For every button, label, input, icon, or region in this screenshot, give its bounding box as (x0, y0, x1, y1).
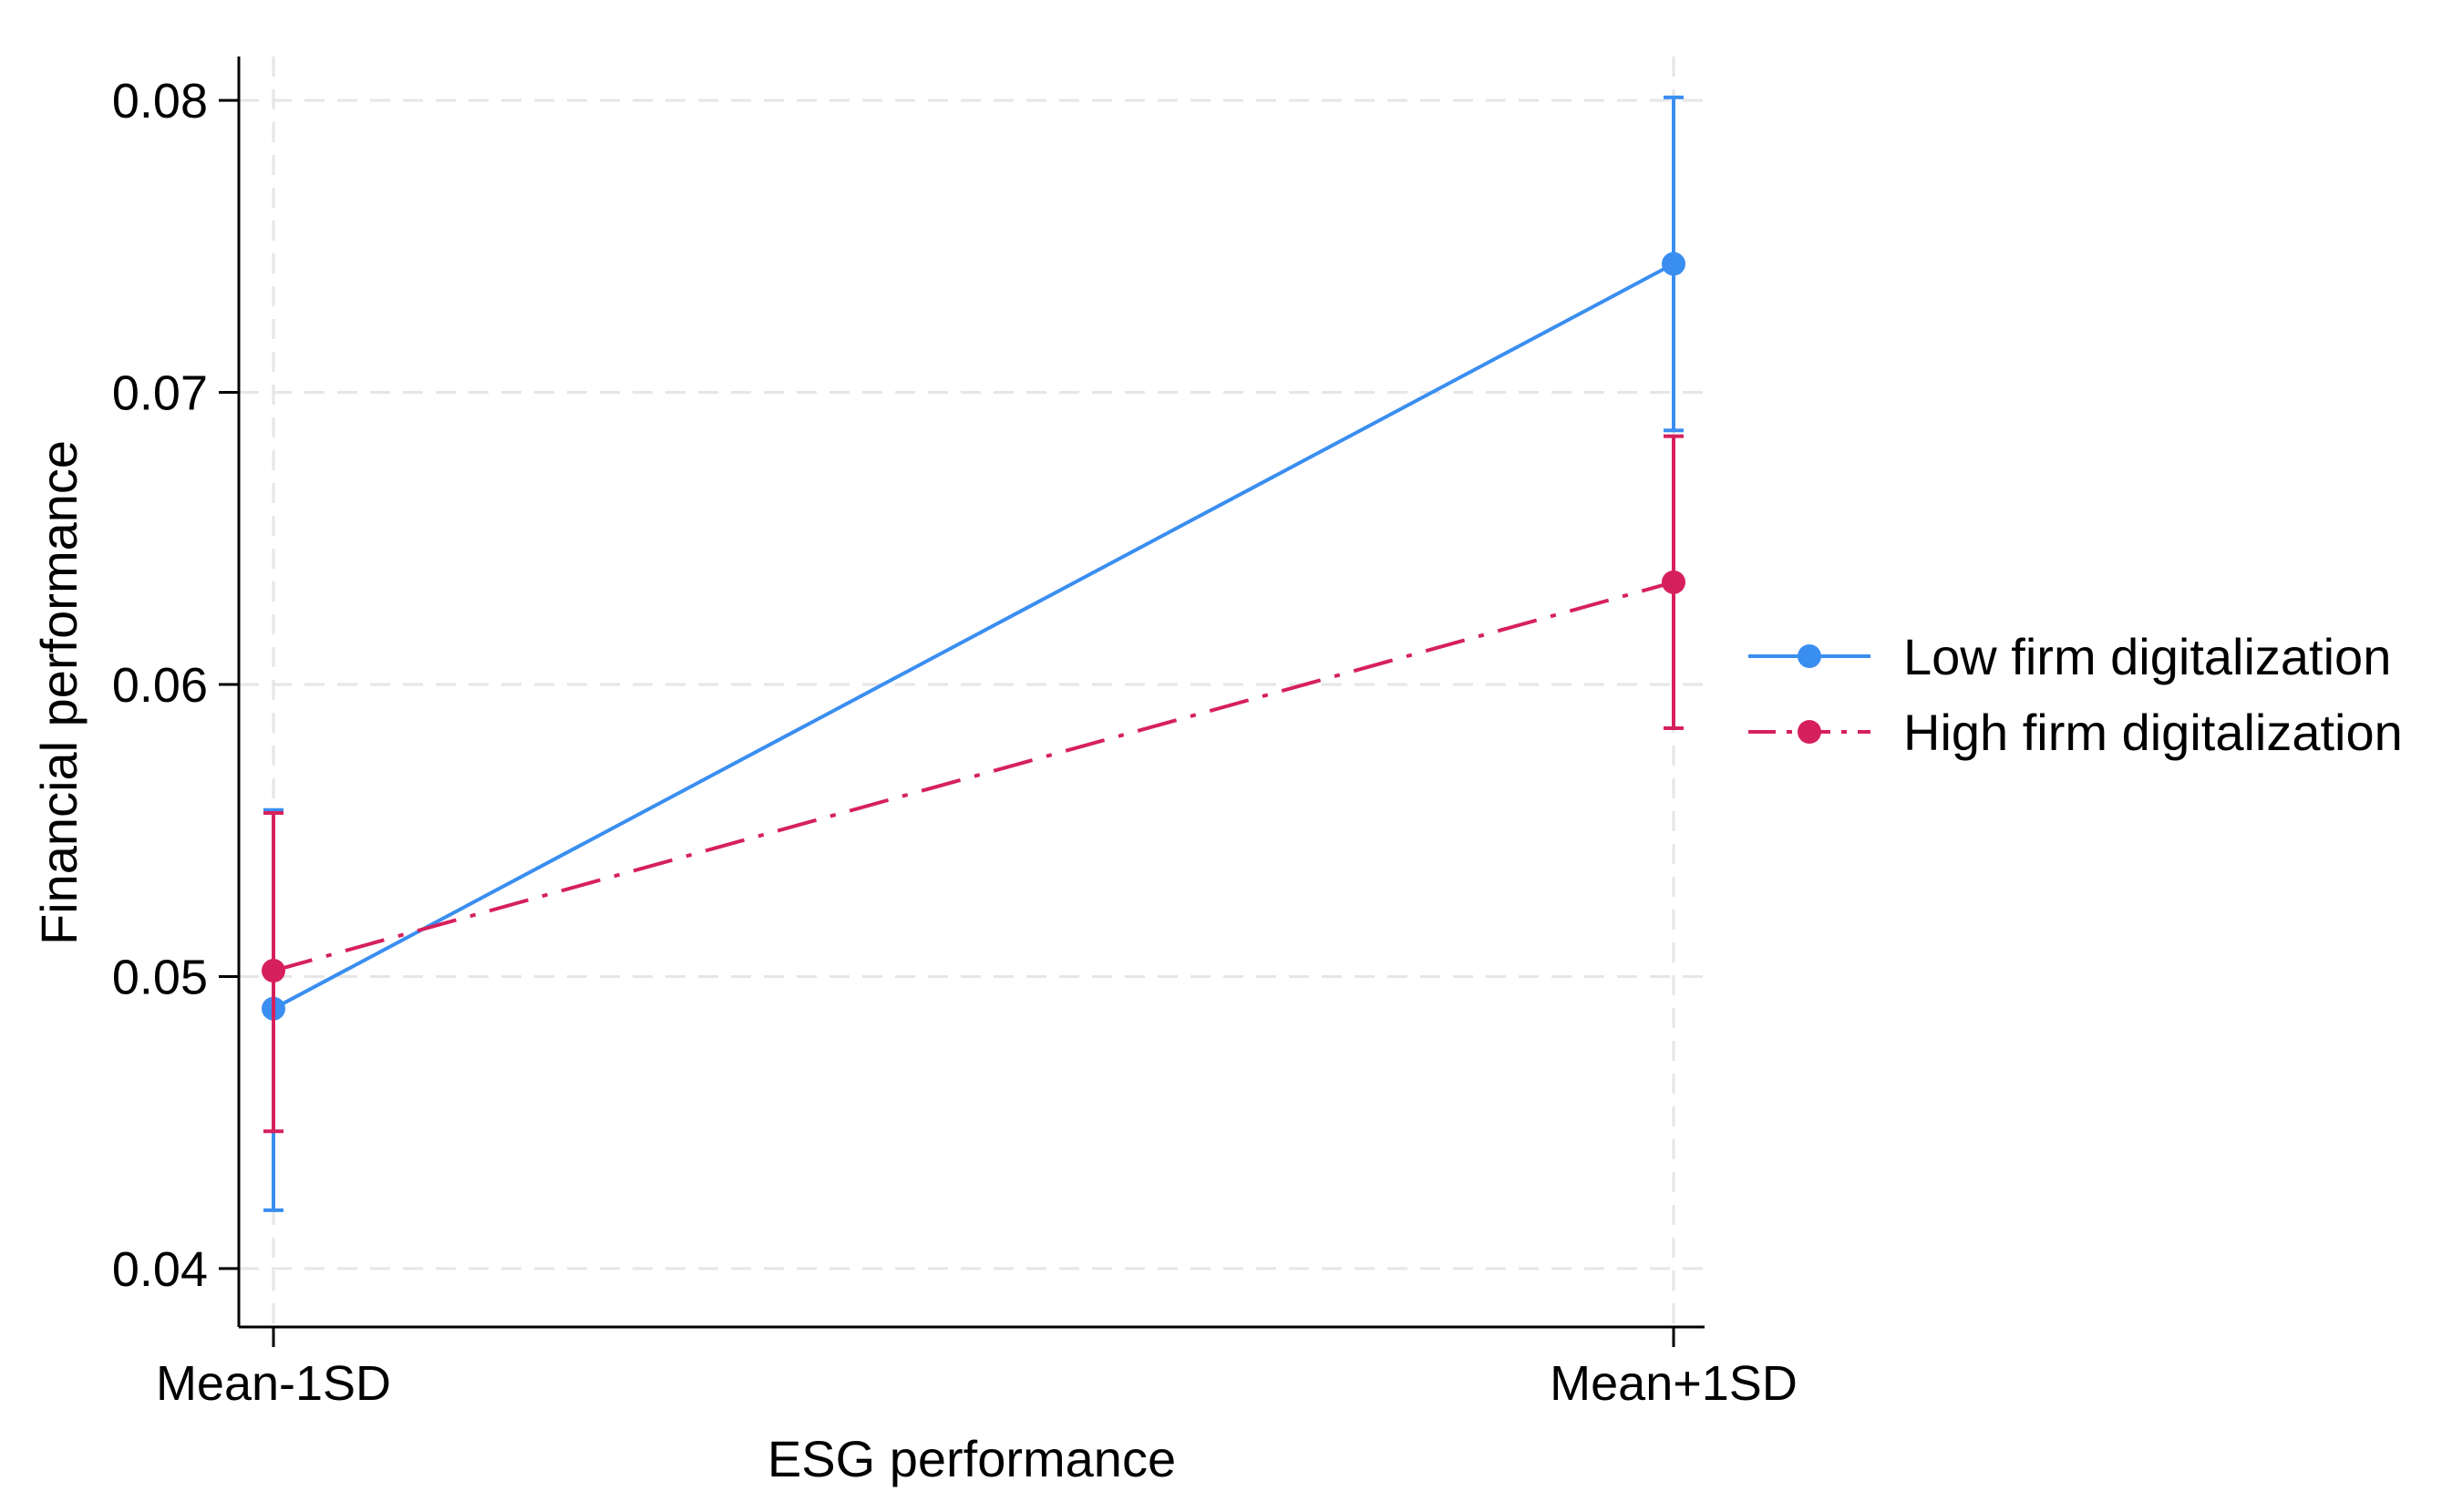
x-tick-label: Mean-1SD (156, 1356, 391, 1411)
legend-item: Low firm digitalization (1748, 628, 2391, 685)
series-layer (262, 95, 1685, 1212)
legend-marker (1798, 720, 1821, 744)
legend-marker (1798, 644, 1821, 668)
y-axis-ticks: 0.04 0.05 0.06 0.07 0.08 (112, 74, 239, 1297)
y-tick-label: 0.07 (112, 366, 208, 421)
y-tick-label: 0.08 (112, 74, 208, 129)
data-point (1662, 570, 1685, 594)
legend-item: High firm digitalization (1748, 704, 2403, 761)
legend-label: High firm digitalization (1903, 704, 2403, 761)
y-axis-title: Financial performance (30, 440, 88, 945)
y-tick-label: 0.04 (112, 1242, 208, 1297)
data-point (262, 959, 285, 983)
x-axis-title: ESG performance (768, 1430, 1176, 1487)
y-tick-label: 0.06 (112, 658, 208, 713)
data-point (1662, 252, 1685, 276)
series-line (273, 580, 1674, 972)
series-line (273, 262, 1674, 1011)
axes (237, 57, 1705, 1329)
series-high-digitalization (262, 434, 1685, 1134)
x-tick-label: Mean+1SD (1550, 1356, 1798, 1411)
legend-label: Low firm digitalization (1903, 628, 2391, 685)
y-tick-label: 0.05 (112, 950, 208, 1004)
legend: Low firm digitalization High firm digital… (1748, 628, 2403, 761)
x-axis-ticks: Mean-1SD Mean+1SD (156, 1327, 1798, 1411)
